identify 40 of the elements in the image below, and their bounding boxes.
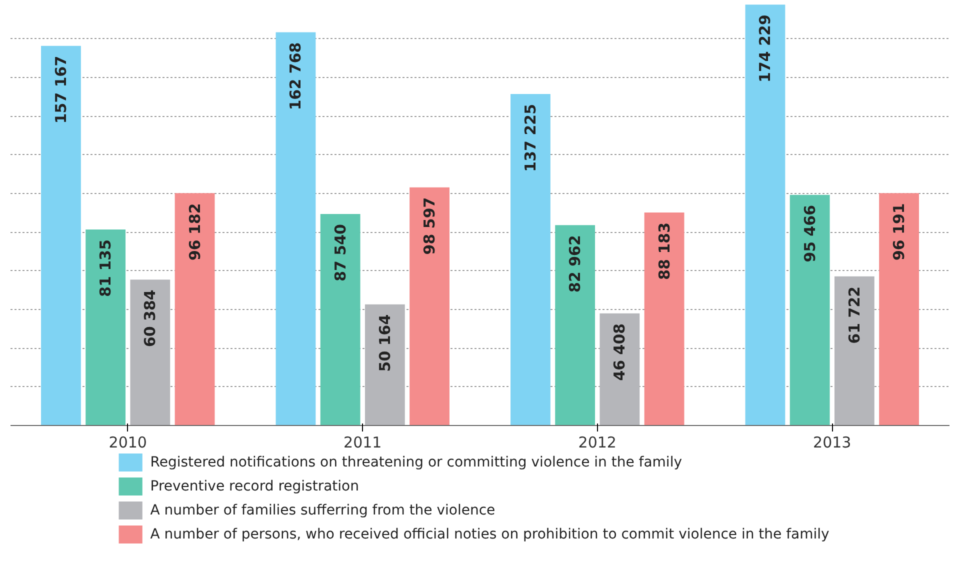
data-label: 88 183 <box>655 222 674 280</box>
bar <box>86 229 126 426</box>
legend-label: A number of persons, who received official noties on prohibition to commit violence in the family <box>150 526 830 542</box>
bar <box>174 193 215 426</box>
bar <box>320 214 360 426</box>
data-label: 60 384 <box>141 290 160 348</box>
data-label: 162 768 <box>286 42 305 110</box>
data-label: 61 722 <box>845 286 864 344</box>
bar <box>41 46 81 426</box>
bar <box>879 193 919 426</box>
data-label: 87 540 <box>331 224 350 282</box>
data-label: 82 962 <box>566 235 584 292</box>
data-label: 81 135 <box>96 239 115 297</box>
data-label: 157 167 <box>52 56 70 124</box>
x-tick-label: 2013 <box>813 434 852 452</box>
data-label: 137 225 <box>521 104 540 172</box>
x-tick-label: 2010 <box>108 434 147 452</box>
x-tick-label: 2012 <box>578 434 616 452</box>
data-label: 96 191 <box>890 203 908 261</box>
data-label: 50 164 <box>376 314 394 372</box>
data-label: 174 229 <box>756 14 774 82</box>
data-label: 95 466 <box>800 204 819 262</box>
bar <box>790 194 830 426</box>
legend-label: Registered notifications on threatening or committing violence in the family <box>150 454 682 470</box>
bar <box>276 32 316 426</box>
bar <box>644 212 684 426</box>
bar <box>130 280 170 426</box>
bar <box>410 187 450 426</box>
legend-label: Preventive record registration <box>150 478 359 494</box>
bar <box>555 225 596 426</box>
bar <box>364 304 405 426</box>
data-label: 98 597 <box>420 197 439 255</box>
data-label: 96 182 <box>186 203 204 261</box>
bar <box>600 313 640 426</box>
bar <box>834 276 874 426</box>
bar <box>745 4 786 426</box>
legend-label: A number of families sufferring from the violence <box>150 502 496 518</box>
bar <box>510 94 550 426</box>
data-label: 46 408 <box>610 323 629 381</box>
x-tick-label: 2011 <box>344 434 382 452</box>
